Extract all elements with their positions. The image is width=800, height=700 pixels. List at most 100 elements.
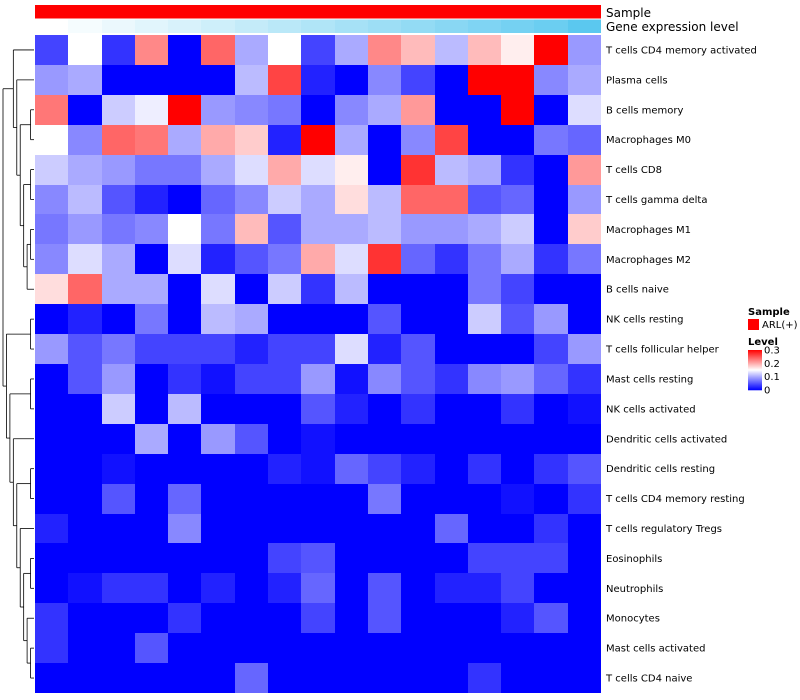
heatmap-cell [568,244,601,274]
heatmap-cell [235,274,268,304]
heatmap-cell [468,304,501,334]
heatmap-cell [501,185,534,214]
heatmap-cell [368,274,401,304]
heatmap-cell [435,364,468,394]
heatmap-cell [435,454,468,484]
heatmap-cell [501,125,534,155]
annotation-gene-cell [168,19,201,33]
annotation-gene-cell [68,19,102,33]
heatmap-cell [102,35,135,65]
legend-colorbar-segment [748,370,762,372]
annotation-gene-cell [268,19,301,33]
heatmap-cell [201,214,235,244]
heatmap-cell [235,633,268,663]
heatmap-cell [368,364,401,394]
heatmap-cell [335,125,368,155]
heatmap-cell [168,603,201,633]
heatmap-cell [501,424,534,454]
annotation-gene-cell [568,19,601,33]
heatmap-cell [534,65,568,95]
heatmap-cell [102,364,135,394]
heatmap-cell [534,663,568,693]
legend-tick-label: 0.2 [764,359,780,370]
heatmap-cell [102,274,135,304]
heatmap-cell [135,65,168,95]
heatmap-cell [35,185,68,214]
heatmap-cell [102,633,135,663]
row-label: B cells memory [606,105,683,116]
heatmap-cell [201,543,235,573]
heatmap-cell [168,95,201,125]
heatmap-cell [201,244,235,274]
heatmap-cell [368,663,401,693]
heatmap-cell [102,573,135,603]
heatmap-cell [68,394,102,424]
heatmap-cell [534,603,568,633]
heatmap-cell [401,95,435,125]
heatmap-cell [401,603,435,633]
heatmap-cell [534,543,568,573]
legend-colorbar-segment [748,360,762,362]
heatmap-cell [68,95,102,125]
row-label: B cells naive [606,285,669,296]
heatmap-cell [301,454,335,484]
heatmap-cell [435,573,468,603]
heatmap-cell [335,424,368,454]
heatmap-cell [235,663,268,693]
legend: Sample ARL(+) Level 0.3 0.2 0.1 0 [748,307,798,397]
heatmap-cell [201,95,235,125]
heatmap-cell [135,274,168,304]
heatmap-cell [435,603,468,633]
heatmap-cell [235,424,268,454]
heatmap-cell [135,514,168,543]
heatmap-cell [401,394,435,424]
heatmap-cell [335,543,368,573]
heatmap-cell [368,304,401,334]
legend-colorbar-segment [748,356,762,358]
row-label: Mast cells activated [606,644,705,655]
heatmap-cell [268,214,301,244]
legend-colorbar-segment [748,374,762,376]
heatmap-cell [135,125,168,155]
heatmap-cell [468,65,501,95]
heatmap-cell [568,663,601,693]
heatmap-cell [268,125,301,155]
heatmap-cell [568,514,601,543]
row-label: T cells CD4 memory resting [605,494,745,505]
heatmap-cell [368,155,401,185]
legend-colorbar-segment [748,367,762,369]
heatmap-cell [68,573,102,603]
heatmap-cell [401,304,435,334]
legend-colorbar-segment [748,376,762,378]
annotation-gene-cell [435,19,468,33]
heatmap-cell [401,663,435,693]
heatmap-cell [168,334,201,364]
heatmap-cell [235,573,268,603]
heatmap-cell [135,663,168,693]
heatmap-cell [368,394,401,424]
heatmap-cell [102,394,135,424]
heatmap-cell [135,484,168,514]
heatmap-cell [201,304,235,334]
heatmap-cell [168,65,201,95]
heatmap-cell [401,244,435,274]
legend-colorbar-segment [748,357,762,359]
heatmap-cell [335,155,368,185]
heatmap-cell [301,394,335,424]
heatmap-cell [501,274,534,304]
legend-colorbar-segment [748,371,762,373]
heatmap-cell [568,633,601,663]
heatmap-cell [68,633,102,663]
heatmap-cell [35,334,68,364]
heatmap-cell [235,214,268,244]
heatmap-cell [268,185,301,214]
heatmap-cell [534,244,568,274]
annotation-gene-cell [102,19,135,33]
heatmap-cell [201,65,235,95]
heatmap-cell [135,35,168,65]
heatmap-cell [102,603,135,633]
heatmap-cell [534,394,568,424]
heatmap-cell [435,663,468,693]
heatmap-cell [335,185,368,214]
